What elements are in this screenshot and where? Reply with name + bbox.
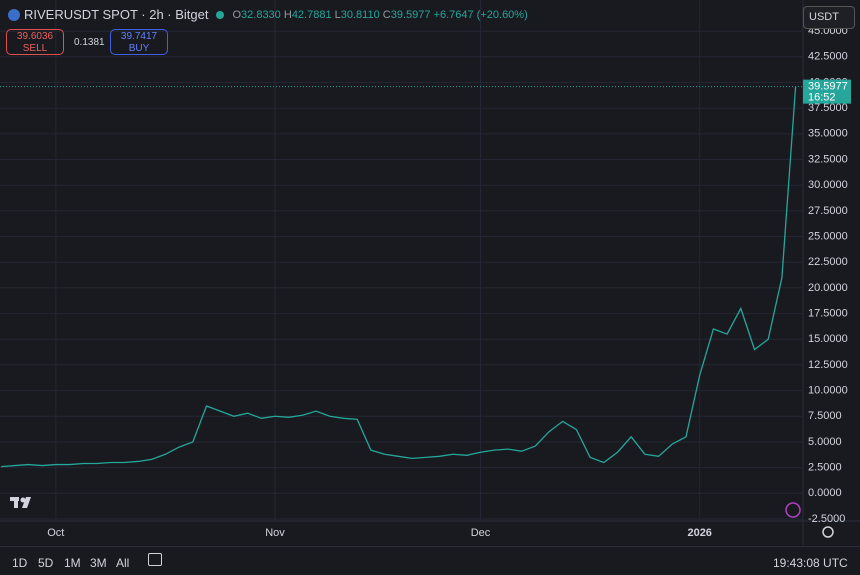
range-button[interactable]: 5D xyxy=(38,556,54,570)
sell-button[interactable]: 39.6036 SELL xyxy=(6,29,64,55)
chart: -2.5000 0.0000 2.5000 5.0000 7.5000 10.0000 12… xyxy=(0,0,860,545)
y-tick-label: 2.5000 xyxy=(808,462,842,474)
x-tick-label: Oct xyxy=(47,527,64,539)
y-tick-label: -2.5000 xyxy=(808,513,845,525)
y-tick-label: 5.0000 xyxy=(808,436,842,448)
price: 39.6036 xyxy=(16,31,54,42)
price-line xyxy=(0,86,797,468)
tv-logo xyxy=(10,497,31,508)
y-tick-label: 27.5000 xyxy=(808,205,848,217)
y-tick-label: 10.0000 xyxy=(808,385,848,397)
label: SELL xyxy=(22,43,48,54)
x-tick-label: 2026 xyxy=(687,527,711,539)
range-button[interactable]: All xyxy=(116,556,130,570)
y-tick-label: 12.5000 xyxy=(808,359,848,371)
y-tick-label: 37.5000 xyxy=(808,102,848,114)
header: RIVERUSDT SPOT · 2h · Bitget O32.8330 H4… xyxy=(8,7,528,22)
price: 39.7417 xyxy=(120,31,158,42)
status-dot xyxy=(216,10,225,19)
range-button[interactable]: 3M xyxy=(90,556,107,570)
y-tick-label: 25.0000 xyxy=(808,230,848,242)
label: C xyxy=(382,8,391,21)
y-tick-label: 7.5000 xyxy=(808,410,842,422)
label: O xyxy=(232,8,242,21)
date-range-icon[interactable] xyxy=(148,553,162,566)
settings-icon[interactable] xyxy=(822,526,834,538)
bottom-toolbar: 19:43:08 UTC 1D 5D 1M 3M All xyxy=(0,546,860,575)
symbol-icon xyxy=(8,8,20,21)
label: H xyxy=(283,8,292,21)
buy-button[interactable]: 39.7417 BUY xyxy=(110,29,168,55)
change: +6.7647 (+20.60%) xyxy=(433,8,528,21)
spread: 0.1381 xyxy=(74,37,105,48)
value: 42.7881 xyxy=(291,8,332,21)
label: L xyxy=(334,8,341,21)
clock: 19:43:08 UTC xyxy=(773,556,848,570)
label: BUY xyxy=(128,43,150,54)
currency-select[interactable]: USDT xyxy=(803,6,855,29)
price-tag-countdown: 16:52 xyxy=(808,92,836,104)
y-tick-label: 35.0000 xyxy=(808,128,848,140)
value: 39.5977 xyxy=(390,8,431,21)
price-tag xyxy=(803,79,851,104)
x-tick-label: Dec xyxy=(471,527,491,539)
ohlc: O32.8330 H42.7881 L30.8110 C39.5977 +6.7… xyxy=(232,9,527,21)
y-tick-label: 42.5000 xyxy=(808,51,848,63)
y-tick-label: 15.0000 xyxy=(808,333,848,345)
y-tick-label: 22.5000 xyxy=(808,256,848,268)
flash-icon[interactable] xyxy=(785,502,801,518)
range-button[interactable]: 1D xyxy=(12,556,28,570)
y-tick-label: 30.0000 xyxy=(808,179,848,191)
price-tag-value: 39.5977 xyxy=(808,81,848,93)
y-tick-label: 0.0000 xyxy=(808,487,842,499)
y-tick-label: 32.5000 xyxy=(808,153,848,165)
y-tick-label: 17.5000 xyxy=(808,307,848,319)
y-tick-label: 20.0000 xyxy=(808,282,848,294)
value: 32.8330 xyxy=(241,8,281,21)
value: 30.8110 xyxy=(340,8,380,21)
symbol[interactable]: RIVERUSDT SPOT · 2h · Bitget xyxy=(24,7,209,22)
range-button[interactable]: 1M xyxy=(64,556,81,570)
x-tick-label: Nov xyxy=(265,527,285,539)
